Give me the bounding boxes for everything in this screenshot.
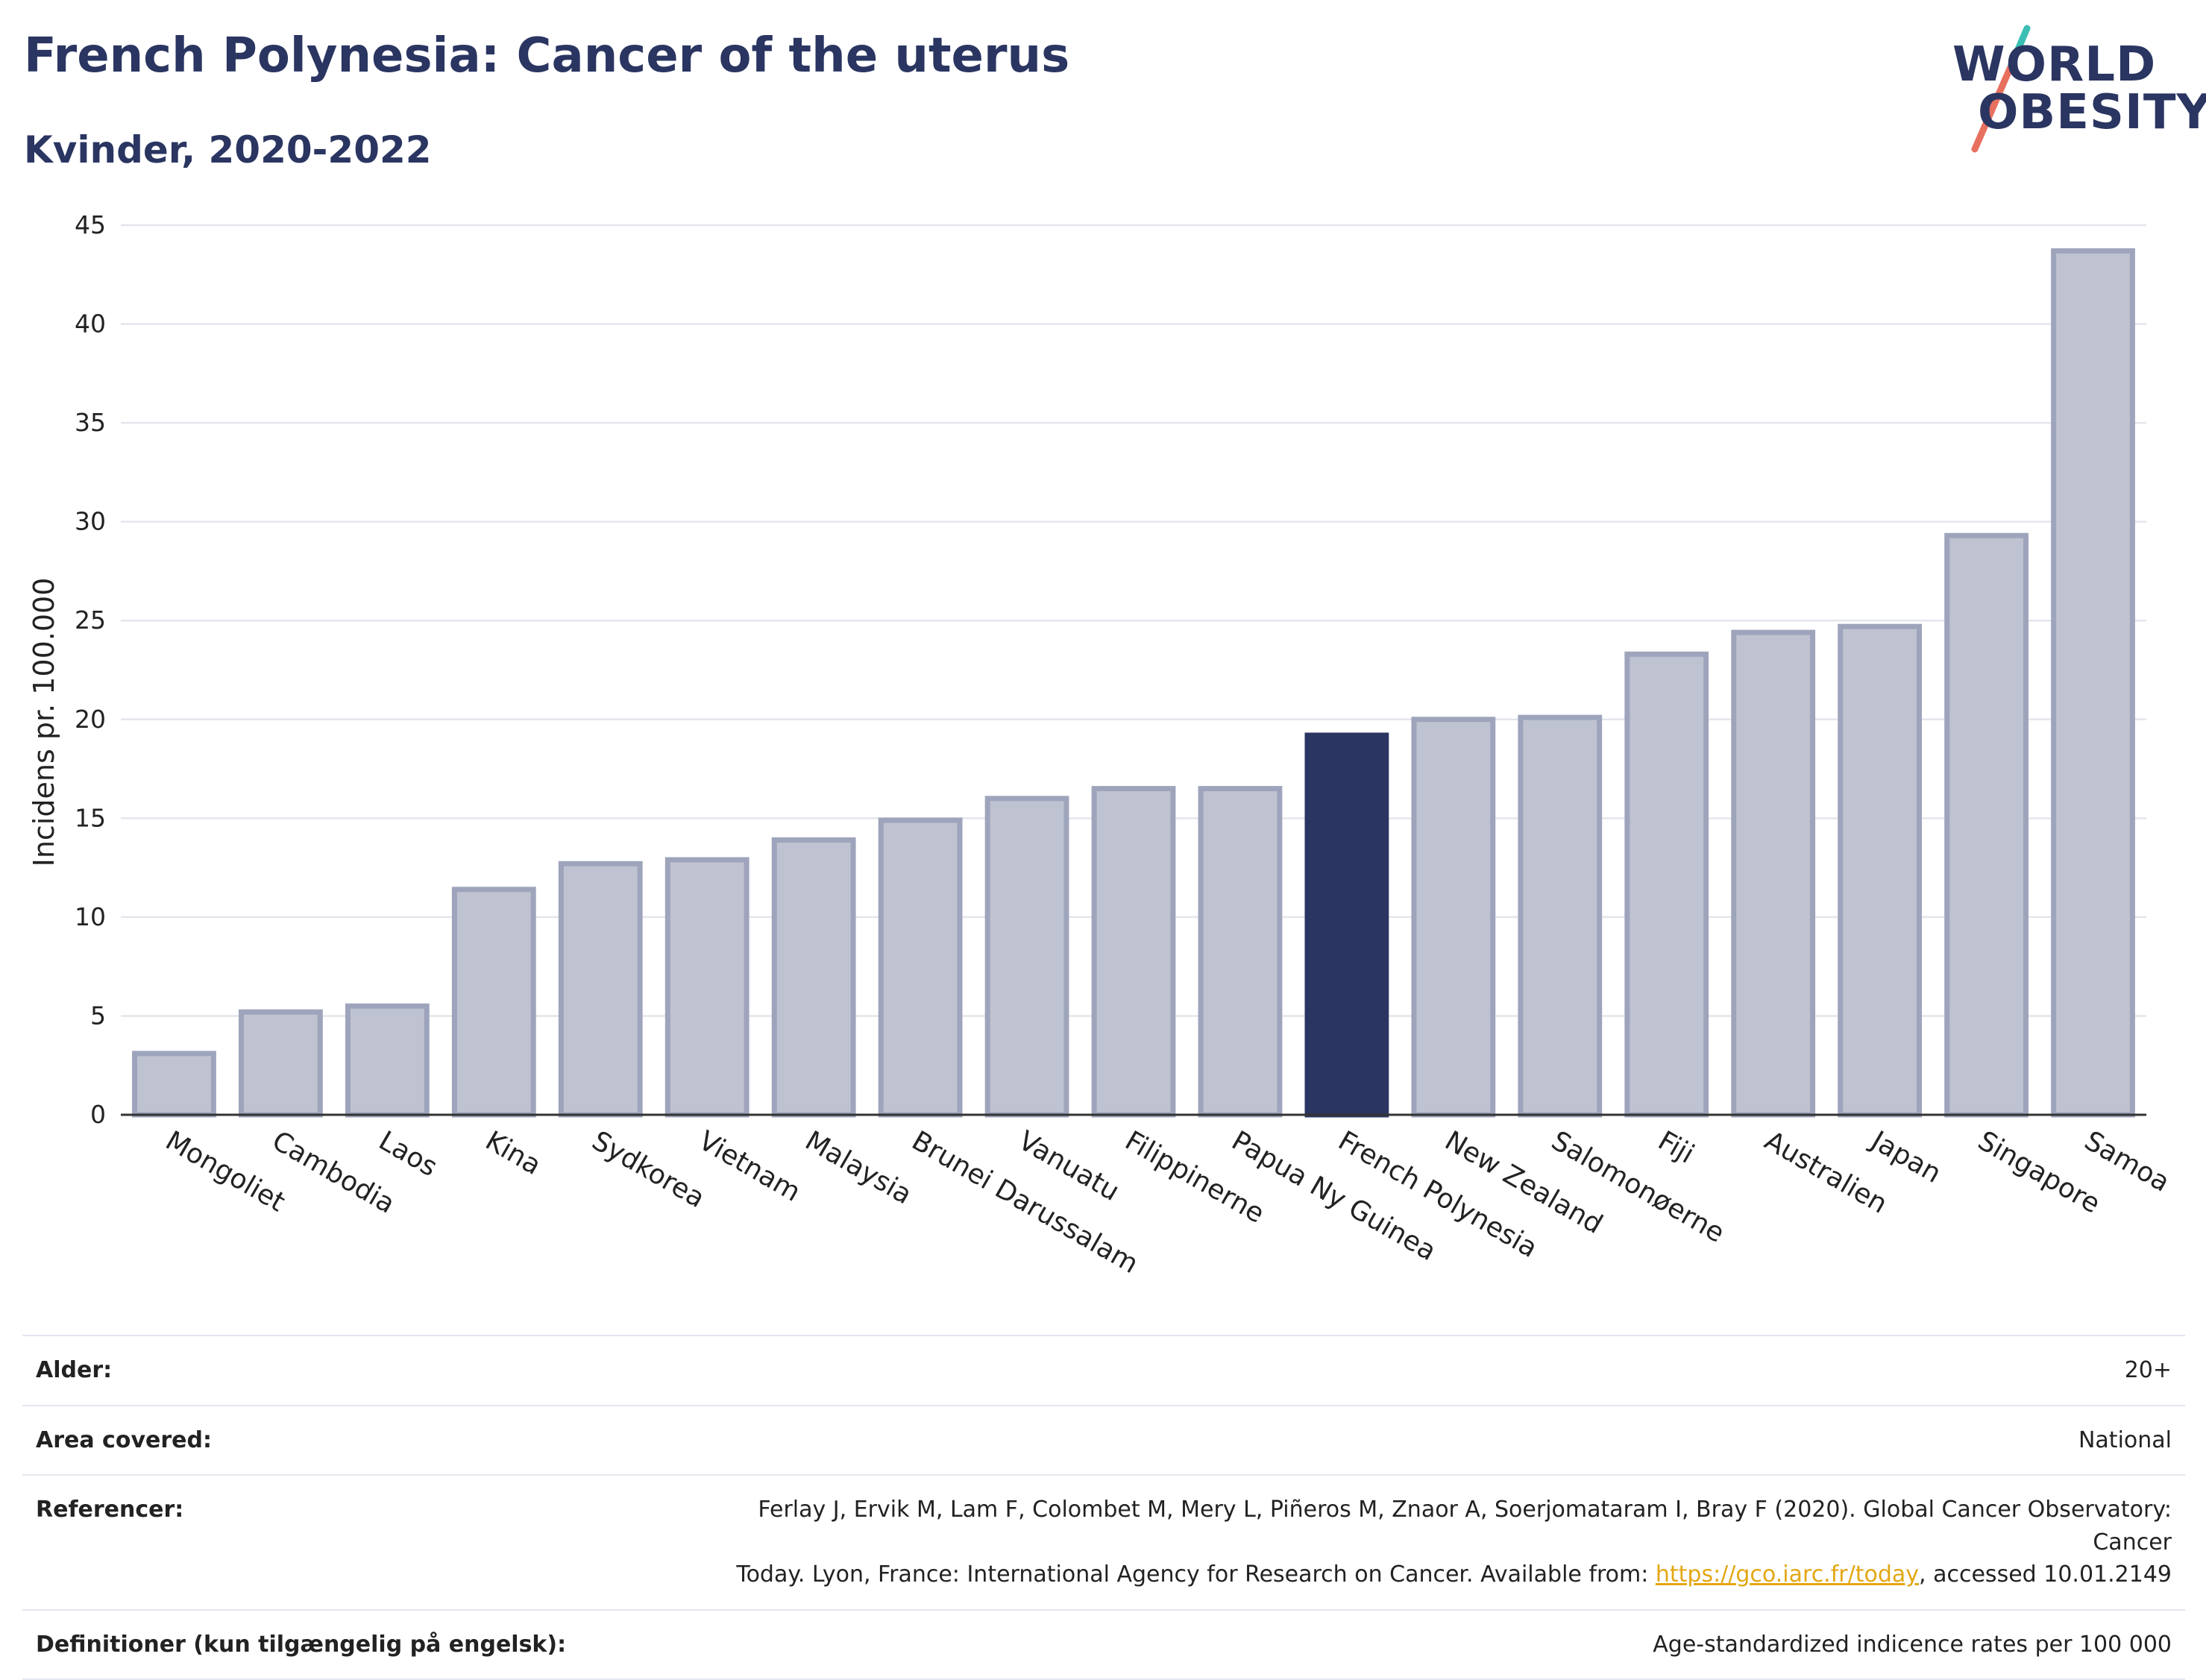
- info-table: Alder: 20+ Area covered: National Refere…: [22, 1335, 2185, 1680]
- world-obesity-logo: WORLD OBESITY: [1939, 22, 2206, 157]
- y-tick-label: 35: [75, 408, 106, 437]
- bar: [1411, 717, 1496, 1118]
- info-row-age: Alder: 20+: [22, 1335, 2185, 1406]
- bars: [132, 248, 2135, 1118]
- y-tick-label: 30: [75, 507, 106, 536]
- bar: [239, 1009, 323, 1118]
- bar: [984, 796, 1069, 1118]
- info-value-age: 20+: [720, 1335, 2185, 1406]
- bar: [771, 837, 856, 1118]
- info-label-area: Area covered:: [22, 1404, 720, 1475]
- y-tick-label: 15: [75, 803, 106, 832]
- bar: [664, 857, 750, 1118]
- bar: [1944, 532, 2029, 1118]
- x-tick-label: Kina: [480, 1125, 546, 1181]
- x-tick-label: Vietnam: [694, 1125, 805, 1208]
- info-value-references: Ferlay J, Ervik M, Lam F, Colombet M, Me…: [720, 1474, 2185, 1610]
- bar: [1731, 629, 1816, 1118]
- x-tick-label: Salomonøerne: [1546, 1125, 1729, 1249]
- y-tick-label: 5: [90, 1001, 106, 1030]
- bar: [132, 1051, 216, 1118]
- reference-accessed: , accessed 10.01.2149: [1919, 1561, 2172, 1588]
- info-label-references: Referencer:: [22, 1474, 720, 1610]
- x-tick-label: Mongoliet: [160, 1125, 290, 1218]
- reference-text-line1: Ferlay J, Ervik M, Lam F, Colombet M, Me…: [758, 1497, 2172, 1555]
- y-tick-label: 0: [90, 1100, 106, 1129]
- x-tick-label: Malaysia: [800, 1125, 917, 1210]
- bar-highlight: [1304, 732, 1389, 1118]
- x-tick-label: Laos: [374, 1125, 442, 1183]
- bar: [878, 817, 963, 1118]
- info-row-area: Area covered: National: [22, 1404, 2185, 1475]
- chart-title: French Polynesia: Cancer of the uterus: [24, 28, 1070, 84]
- bar: [451, 887, 536, 1118]
- info-label-definitions: Definitioner (kun tilgængelig på engelsk…: [22, 1608, 720, 1680]
- info-value-definitions: Age-standardized indicence rates per 100…: [720, 1608, 2185, 1680]
- bar: [1624, 651, 1709, 1118]
- logo-text-obesity: OBESITY: [1978, 85, 2206, 140]
- info-row-definitions: Definitioner (kun tilgængelig på engelsk…: [22, 1608, 2185, 1680]
- y-tick-label: 45: [75, 210, 106, 239]
- y-tick-labels: 0 5 10 15 20 25 30 35 40 45: [75, 210, 106, 1129]
- bar: [2051, 248, 2135, 1118]
- bar: [1518, 714, 1603, 1118]
- x-tick-label: Sydkorea: [587, 1125, 710, 1214]
- bar: [345, 1003, 430, 1118]
- y-axis-label: Incidens pr. 100.000: [28, 578, 60, 867]
- bar: [1198, 786, 1283, 1118]
- x-tick-label: Japan: [1864, 1124, 1946, 1189]
- y-tick-label: 25: [75, 605, 106, 635]
- x-tick-label: Fiji: [1653, 1125, 1699, 1170]
- info-row-references: Referencer: Ferlay J, Ervik M, Lam F, Co…: [22, 1474, 2185, 1610]
- bar: [558, 861, 643, 1118]
- x-tick-label: Singapore: [1973, 1125, 2105, 1219]
- y-tick-label: 40: [75, 309, 106, 339]
- y-tick-label: 20: [75, 705, 106, 734]
- logo-slash-icon: [1971, 25, 2031, 153]
- reference-link[interactable]: https://gco.iarc.fr/today: [1655, 1561, 1920, 1588]
- bar: [1838, 623, 1923, 1118]
- info-value-area: National: [720, 1404, 2185, 1475]
- bar: [1091, 786, 1176, 1118]
- chart-subtitle: Kvinder, 2020-2022: [24, 128, 432, 172]
- logo-text-world: WORLD: [1952, 37, 2157, 92]
- info-label-age: Alder:: [22, 1335, 720, 1406]
- reference-text-line2: Today. Lyon, France: International Agenc…: [736, 1561, 1656, 1588]
- y-tick-label: 10: [75, 902, 106, 931]
